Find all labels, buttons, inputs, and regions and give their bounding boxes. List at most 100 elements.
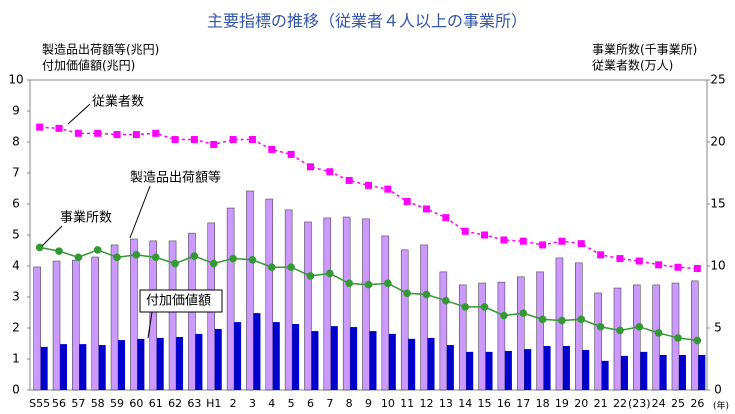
bar [562,345,570,390]
bar [253,313,261,390]
leader-line [147,311,153,339]
marker [423,205,431,213]
marker [577,315,586,324]
bar [659,354,667,390]
marker [345,176,353,184]
y-tick-label: 5 [12,228,20,242]
series-label: 従業者数 [92,94,144,110]
bar [33,266,41,391]
marker [306,272,315,280]
x-tick-label: H1 [206,397,221,410]
x-tick-label: 20 [574,397,588,410]
bar [620,355,628,390]
bar [478,282,486,391]
marker [635,257,643,265]
bar [633,284,641,391]
bar [265,198,274,391]
x-tick-label: 5 [288,397,295,410]
marker [93,246,102,254]
bar [575,262,583,391]
x-tick-label: S55 [29,397,50,410]
bar [323,217,332,391]
x-tick-label: 56 [52,397,66,410]
x-tick-label: 8 [346,397,353,410]
marker [306,163,314,171]
series-label: 付加価値額 [146,293,211,309]
marker [171,259,179,268]
marker [422,290,431,299]
marker [538,315,547,324]
x-tick-label: 62 [168,397,182,410]
bar [678,354,686,390]
marker [248,255,257,264]
bar [168,240,177,391]
marker [519,237,527,245]
y-axis-label: 付加価値額(兆円) [42,58,135,73]
bar [516,276,525,391]
line [39,126,698,270]
marker [519,309,528,317]
bar [176,336,184,390]
x-tick-label: 25 [671,397,685,410]
x-tick-label: 3 [249,397,256,410]
leader-line [67,103,91,125]
chart-title: 主要指標の推移（従業者４人以上の事業所） [207,12,527,31]
marker [132,251,141,259]
marker [480,303,489,311]
bar [52,260,61,391]
marker [345,279,353,288]
marker [365,181,372,189]
x-tick-label: 10 [381,397,395,410]
marker [55,247,63,255]
marker [113,253,121,262]
x-axis-label: (年) [713,400,729,412]
marker [229,254,237,263]
x-tick-label: 57 [71,397,85,410]
bar [485,351,493,390]
x-tick-label: 13 [439,397,453,410]
bar [427,337,435,390]
marker [132,131,140,139]
bar [91,256,99,391]
marker [74,129,82,137]
annotation-box [139,289,223,313]
bar [226,207,235,391]
series-label: 事業所数 [60,210,112,226]
marker [151,253,160,262]
x-tick-label: 63 [187,397,201,410]
bar [156,337,164,390]
marker [596,322,605,331]
y-tick-label: 4 [12,259,20,273]
y-tick-label: 1 [12,352,20,366]
y-tick-label: 8 [12,135,20,149]
bar [118,340,126,390]
marker [74,253,83,262]
bar [60,344,68,390]
marker [442,214,450,222]
bar [362,218,370,391]
bar [543,345,551,390]
marker [577,240,585,248]
series-label: 製造品出荷額等 [130,170,221,186]
y2-tick-label: 0 [714,383,722,397]
marker [403,289,411,298]
x-tick-label: 58 [91,397,105,410]
y2-axis-label: 従業者数(万人) [592,58,673,73]
marker [461,227,469,235]
y-tick-label: 9 [12,104,20,118]
bar [195,333,203,390]
marker [616,326,624,335]
marker [94,129,102,137]
marker [558,237,566,245]
marker [152,129,160,137]
x-tick-label: 60 [129,397,143,410]
bar [640,351,648,390]
marker [558,316,566,325]
bar [594,292,602,391]
bar [466,351,474,390]
bar [420,244,428,391]
x-tick-label: 9 [365,397,372,410]
x-tick-label: 61 [149,397,163,410]
marker [287,150,295,158]
